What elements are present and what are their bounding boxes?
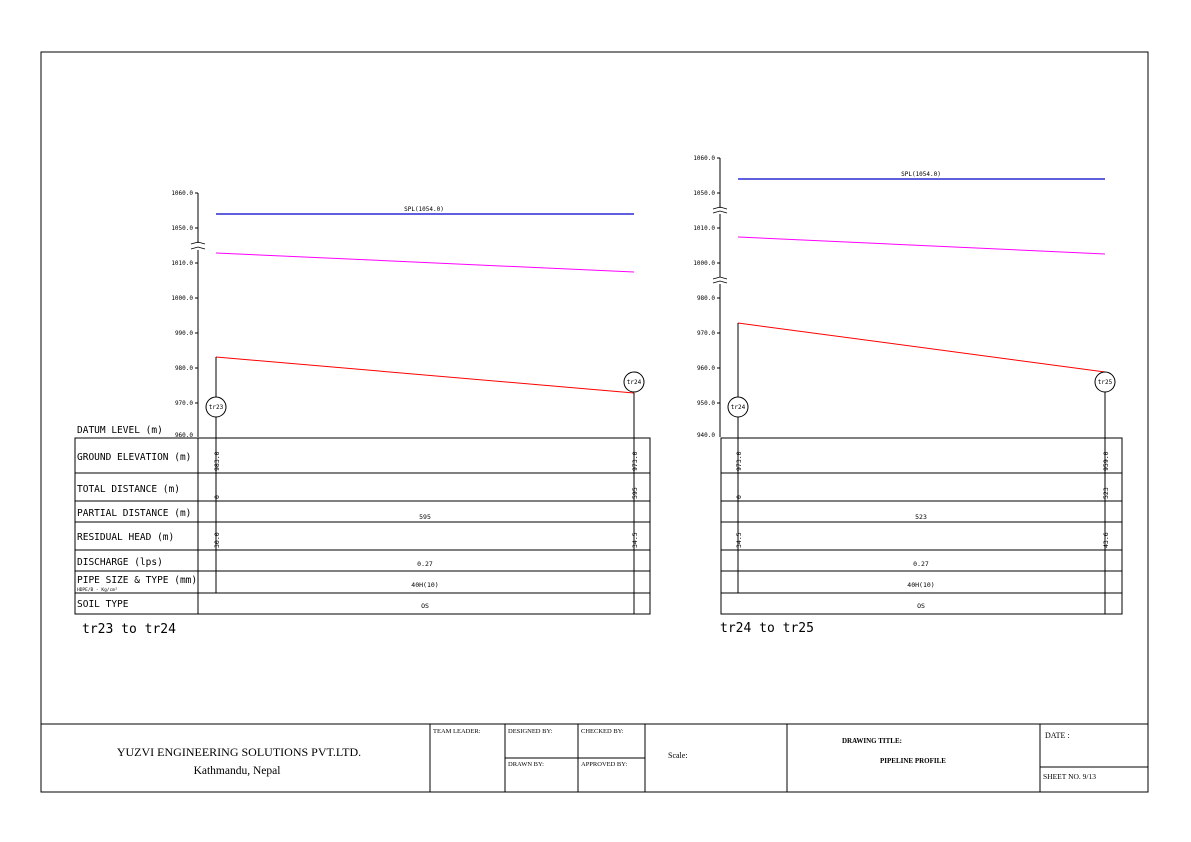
- scale-label: Scale:: [668, 751, 688, 760]
- y-tick-label: 950.0: [697, 400, 715, 407]
- axis-break: [190, 241, 206, 250]
- spl-label: SPL(1054.0): [404, 206, 444, 213]
- drawing-title-label: DRAWING TITLE:: [842, 737, 902, 745]
- row-label-residual-head: RESIDUAL HEAD (m): [77, 532, 174, 543]
- ground-elevation-value: 959.0: [1102, 451, 1110, 471]
- y-tick-label: 1000.0: [171, 295, 193, 302]
- y-tick-label: 1050.0: [171, 225, 193, 232]
- partial-distance-value: 523: [915, 513, 927, 521]
- node-label: tr24: [627, 379, 642, 386]
- residual-head-value: 43.6: [1102, 532, 1110, 548]
- row-label-total-distance: TOTAL DISTANCE (m): [77, 484, 180, 495]
- sheet-border: [40, 51, 1149, 793]
- pipe-size-value: 40H(10): [411, 581, 438, 589]
- row-label-datum-level: DATUM LEVEL (m): [77, 425, 163, 436]
- drawing-title: PIPELINE PROFILE: [880, 757, 946, 765]
- ground-line: [215, 356, 635, 394]
- y-tick-label: 1060.0: [693, 155, 715, 162]
- y-axis: 1060.0 1050.0 1010.0 1000.0 980.0 970.0 …: [693, 155, 728, 439]
- row-label-soil-type: SOIL TYPE: [77, 599, 129, 610]
- y-tick-label: 970.0: [175, 400, 193, 407]
- node-label: tr23: [209, 404, 224, 411]
- y-tick-label: 980.0: [175, 365, 193, 372]
- node-marker: [205, 396, 227, 418]
- profile-data-table: DATUM LEVEL (m) GROUND ELEVATION (m) TOT…: [74, 425, 651, 615]
- designed-by-label: DESIGNED BY:: [508, 728, 553, 735]
- node-marker: [623, 371, 645, 393]
- soil-type-value: OS: [917, 602, 925, 610]
- total-distance-value: 0: [213, 495, 221, 499]
- axis-break: [712, 276, 728, 284]
- y-tick-label: 1060.0: [171, 190, 193, 197]
- row-label-pipe-size: PIPE SIZE & TYPE (mm): [77, 575, 197, 586]
- company-location: Kathmandu, Nepal: [194, 765, 281, 777]
- row-label-pipe-size-sub: HDPE/B - Kg/cm²: [77, 587, 118, 593]
- y-tick-label: 940.0: [697, 432, 715, 439]
- y-tick-label: 1000.0: [693, 260, 715, 267]
- y-tick-label: 960.0: [175, 432, 193, 439]
- y-axis: 1060.0 1050.0 1010.0 1000.0 990.0 980.0 …: [171, 190, 206, 439]
- total-distance-value: 523: [1102, 487, 1110, 499]
- y-tick-label: 980.0: [697, 295, 715, 302]
- y-tick-label: 1010.0: [171, 260, 193, 267]
- profile-tr24-tr25: 1060.0 1050.0 1010.0 1000.0 980.0 970.0 …: [693, 155, 1123, 636]
- axis-break: [712, 206, 728, 214]
- partial-distance-value: 595: [419, 513, 431, 521]
- soil-type-value: OS: [421, 602, 429, 610]
- ground-elevation-value: 983.0: [213, 451, 221, 471]
- y-tick-label: 960.0: [697, 365, 715, 372]
- residual-head-value: 30.0: [213, 532, 221, 548]
- y-tick-label: 1050.0: [693, 190, 715, 197]
- node-label: tr25: [1098, 379, 1113, 386]
- profile-caption: tr24 to tr25: [720, 621, 814, 636]
- node-marker: [727, 396, 749, 418]
- discharge-value: 0.27: [417, 560, 433, 568]
- checked-by-label: CHECKED BY:: [581, 728, 624, 735]
- company-name: YUZVI ENGINEERING SOLUTIONS PVT.LTD.: [117, 745, 361, 759]
- node-label: tr24: [731, 404, 746, 411]
- spl-label: SPL(1054.0): [901, 171, 941, 178]
- ground-line: [737, 322, 1106, 373]
- ground-elevation-value: 973.0: [631, 451, 639, 471]
- hgl-line: [737, 236, 1106, 255]
- row-label-partial-distance: PARTIAL DISTANCE (m): [77, 508, 191, 519]
- hgl-line: [215, 252, 635, 273]
- drawn-by-label: DRAWN BY:: [508, 761, 544, 768]
- profile-data-table: 973.0 959.0 0 523 523 34.5 43.6 0.27 40H…: [720, 437, 1123, 615]
- y-tick-label: 1010.0: [693, 225, 715, 232]
- ground-elevation-value: 973.0: [735, 451, 743, 471]
- row-label-ground-elevation: GROUND ELEVATION (m): [77, 452, 191, 463]
- y-tick-label: 990.0: [175, 330, 193, 337]
- total-distance-value: 595: [631, 487, 639, 499]
- pipe-size-value: 40H(10): [907, 581, 934, 589]
- profile-caption: tr23 to tr24: [82, 622, 176, 637]
- residual-head-value: 34.5: [631, 532, 639, 548]
- discharge-value: 0.27: [913, 560, 929, 568]
- residual-head-value: 34.5: [735, 532, 743, 548]
- y-tick-label: 970.0: [697, 330, 715, 337]
- total-distance-value: 0: [735, 495, 743, 499]
- sheet-number: SHEET NO. 9/13: [1043, 772, 1096, 781]
- team-leader-label: TEAM LEADER:: [433, 728, 481, 735]
- approved-by-label: APPROVED BY:: [581, 761, 627, 768]
- date-label: DATE :: [1045, 731, 1070, 740]
- node-marker: [1094, 371, 1116, 393]
- title-block: YUZVI ENGINEERING SOLUTIONS PVT.LTD. Kat…: [41, 723, 1148, 792]
- profile-tr23-tr24: 1060.0 1050.0 1010.0 1000.0 990.0 980.0 …: [74, 190, 651, 637]
- row-label-discharge: DISCHARGE (lps): [77, 557, 163, 568]
